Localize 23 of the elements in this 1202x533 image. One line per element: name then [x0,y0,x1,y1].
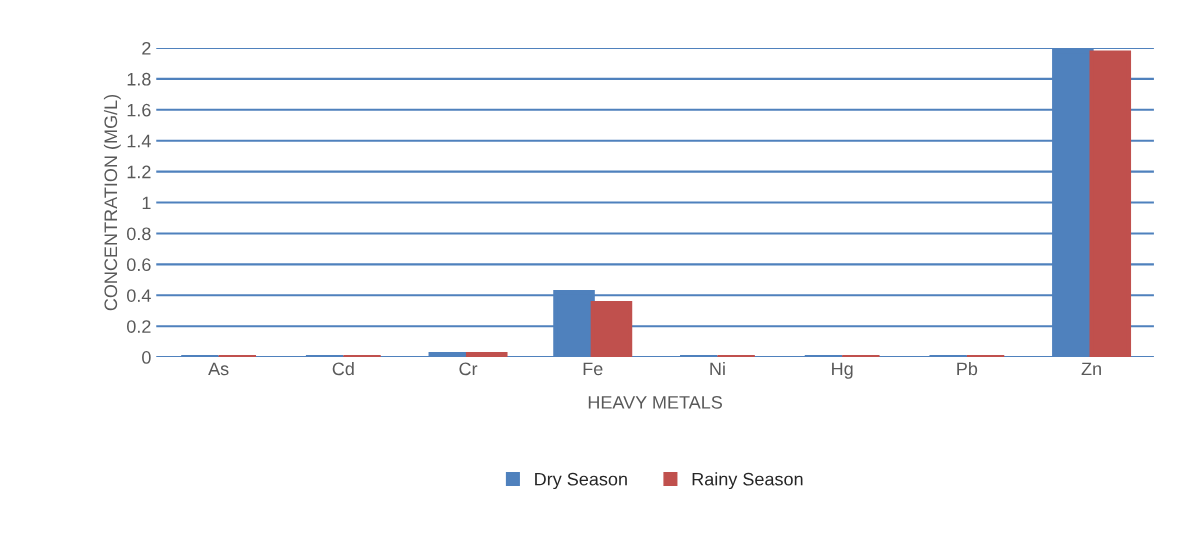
y-tick-label: 1.4 [127,134,151,148]
x-tick-label: Cd [332,361,354,376]
y-tick-label: 0.8 [127,227,151,241]
y-tick-label: 0.6 [127,258,151,272]
y-tick-label: 1.8 [127,72,151,86]
x-tick-label: Pb [957,361,978,376]
x-tick-label: Zn [1081,362,1101,376]
y-tick-label: 1 [142,196,151,210]
y-axis-title: CONCENTRATION (MG/L) [103,94,121,311]
y-tick-label: 0 [142,351,151,364]
x-tick-label: Ni [710,361,725,376]
y-tick-label: 0.2 [127,320,151,333]
y-tick-label: 2 [142,41,151,55]
legend-label: Rainy Season [692,472,803,490]
x-tick-label: As [208,362,229,376]
x-tick-label: Fe [583,362,603,376]
legend-label: Dry Season [535,472,627,490]
y-tick-label: 0.4 [127,289,151,302]
x-axis-title: HEAVY METALS [588,395,722,409]
y-tick-label: 1.2 [127,165,151,179]
x-tick-label: Hg [832,362,853,379]
y-tick-label: 1.6 [127,103,151,117]
x-tick-label: Cr [459,362,478,376]
